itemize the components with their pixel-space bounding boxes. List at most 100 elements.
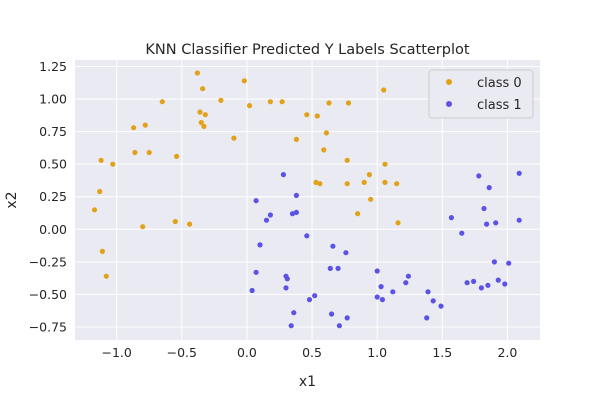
point-class-1 (280, 172, 286, 178)
chart-title: KNN Classifier Predicted Y Labels Scatte… (145, 42, 469, 58)
point-class-1 (289, 211, 296, 217)
point-class-1 (288, 323, 294, 329)
point-class-1 (327, 265, 333, 271)
point-class-1 (471, 278, 477, 284)
point-class-0 (91, 207, 98, 213)
y-axis-label: x2 (4, 191, 20, 208)
point-class-1 (293, 192, 299, 198)
point-class-0 (395, 220, 401, 226)
point-class-0 (142, 122, 148, 128)
point-class-1 (506, 260, 512, 266)
point-class-1 (464, 280, 470, 286)
point-class-0 (279, 99, 285, 105)
x-tick-label: −0.5 (167, 345, 197, 360)
x-tick-label: 1.0 (367, 345, 387, 360)
point-class-1 (284, 276, 290, 282)
point-class-1 (424, 315, 430, 321)
point-class-0 (174, 153, 180, 159)
x-tick-label: 1.5 (432, 345, 452, 360)
y-tick-label: −0.75 (29, 319, 67, 334)
point-class-1 (379, 297, 385, 303)
x-tick-label: 0.5 (302, 345, 322, 360)
data-points (91, 70, 522, 329)
point-class-0 (326, 100, 332, 106)
point-class-1 (378, 284, 384, 290)
point-class-1 (293, 209, 299, 215)
point-class-1 (304, 233, 310, 239)
x-axis-label: x1 (299, 374, 316, 390)
point-class-0 (304, 112, 310, 118)
point-class-0 (345, 100, 352, 106)
point-class-1 (306, 297, 313, 303)
point-class-1 (390, 289, 396, 295)
x-tick-label: −1.0 (102, 345, 132, 360)
point-class-1 (253, 269, 259, 275)
point-class-0 (198, 119, 204, 126)
point-class-0 (382, 179, 388, 185)
point-class-1 (291, 310, 297, 316)
point-class-0 (200, 86, 206, 92)
point-class-1 (485, 282, 491, 288)
point-class-0 (202, 112, 208, 118)
point-class-0 (132, 149, 138, 156)
point-class-0 (361, 179, 367, 185)
point-class-0 (323, 130, 329, 136)
point-class-1 (344, 315, 350, 321)
point-class-1 (486, 185, 492, 191)
point-class-1 (459, 230, 465, 236)
y-tick-label: 1.25 (39, 59, 67, 74)
point-class-0 (194, 70, 200, 76)
x-tick-label: 2.0 (497, 345, 517, 360)
point-class-0 (218, 97, 224, 103)
point-class-1 (405, 273, 411, 279)
point-class-1 (343, 250, 349, 256)
point-class-0 (231, 135, 237, 141)
point-class-0 (344, 181, 350, 187)
y-tick-label: −0.25 (29, 254, 67, 269)
point-class-0 (197, 109, 203, 115)
point-class-0 (241, 78, 247, 84)
point-class-1 (430, 298, 436, 304)
point-class-0 (110, 161, 116, 167)
point-class-1 (374, 268, 380, 274)
point-class-0 (131, 125, 137, 131)
point-class-1 (491, 259, 497, 265)
x-tick-label: 0.0 (237, 345, 257, 360)
y-tick-label: 0.75 (39, 124, 67, 139)
point-class-1 (484, 221, 490, 227)
point-class-0 (394, 181, 400, 187)
point-class-0 (381, 87, 387, 93)
y-axis-ticks: −0.75 −0.50 −0.25 0.00 0.25 0.50 0.75 1.00 1.25 (29, 59, 67, 334)
y-tick-label: 1.00 (39, 92, 67, 107)
point-class-1 (267, 212, 273, 218)
point-class-1 (263, 217, 270, 223)
legend: class 0 class 1 (428, 69, 534, 119)
point-class-0 (344, 157, 350, 163)
point-class-1 (249, 287, 255, 294)
point-class-0 (159, 99, 165, 105)
point-class-0 (146, 149, 152, 156)
point-class-0 (267, 99, 273, 105)
point-class-1 (495, 277, 501, 283)
legend-box (428, 69, 534, 119)
point-class-0 (246, 103, 253, 109)
point-class-1 (257, 242, 263, 248)
y-tick-label: 0.50 (39, 157, 67, 172)
point-class-0 (313, 179, 319, 185)
x-axis-ticks: −1.0 −0.5 0.0 0.5 1.0 1.5 2.0 (102, 345, 518, 360)
y-tick-label: 0.25 (39, 189, 67, 204)
legend-marker-class-0 (446, 79, 452, 85)
point-class-0 (97, 188, 103, 195)
point-class-0 (187, 221, 193, 227)
point-class-1 (312, 293, 318, 299)
point-class-0 (355, 211, 361, 217)
y-tick-label: 0.00 (39, 222, 67, 237)
point-class-0 (293, 136, 299, 142)
point-class-0 (98, 157, 104, 163)
point-class-1 (336, 323, 342, 329)
point-class-0 (172, 218, 178, 225)
point-class-0 (366, 172, 372, 178)
legend-marker-class-1 (446, 101, 452, 107)
